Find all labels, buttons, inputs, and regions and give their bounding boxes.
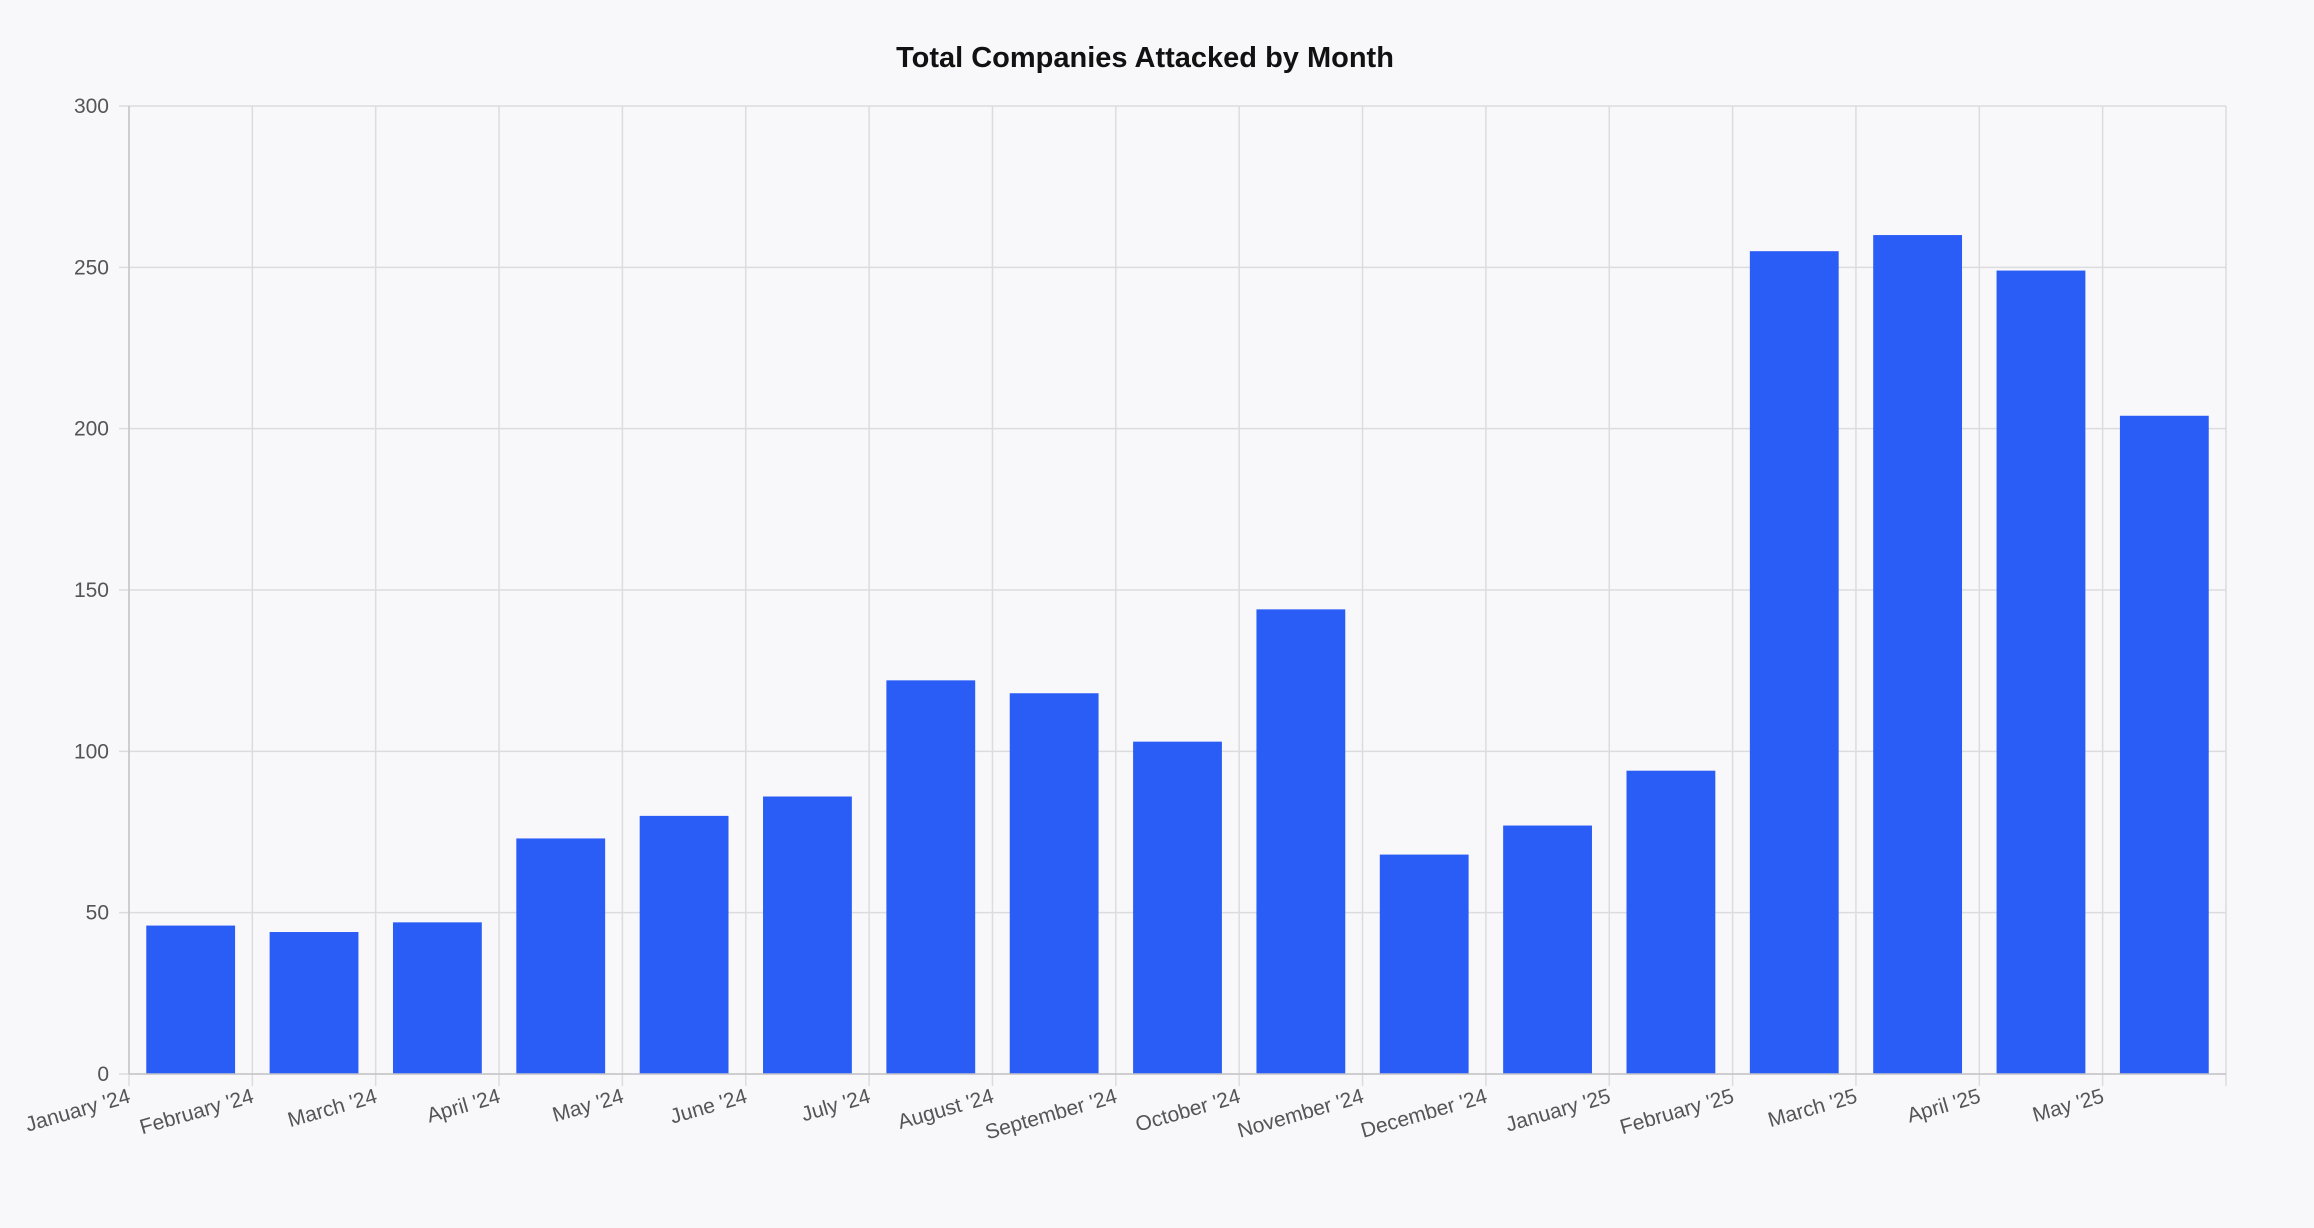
bar [1873,235,1963,1075]
x-tick-label: April '25 [1904,1085,1983,1128]
bar [392,922,482,1074]
x-tick-label: December '24 [1358,1085,1490,1143]
bar [1626,770,1716,1074]
y-tick-label: 200 [74,418,109,441]
chart-title: Total Companies Attacked by Month [896,42,1394,74]
bar [1009,693,1099,1074]
bar [516,838,606,1074]
bar [763,796,852,1074]
bar [1996,270,2086,1074]
bar [886,680,976,1074]
x-tick-label: May '25 [2030,1085,2106,1127]
y-tick-label: 50 [86,902,109,925]
y-tick-label: 250 [74,256,109,279]
x-tick-label: October '24 [1133,1085,1243,1137]
y-tick-label: 100 [74,740,109,763]
x-tick-label: January '24 [23,1085,133,1137]
bar [1133,741,1222,1074]
axes [128,106,2226,1075]
x-tick-label: November '24 [1235,1085,1367,1143]
grid [119,105,2227,1086]
x-tick-label: April '24 [424,1085,503,1128]
y-tick-label: 150 [74,579,109,602]
x-tick-label: January '25 [1503,1085,1613,1137]
bar [1256,609,1346,1074]
x-tick-label: March '25 [1765,1085,1859,1132]
bar [1503,825,1592,1074]
y-tick-label: 300 [74,95,109,118]
x-tick-label: June '24 [668,1085,750,1129]
x-tick-label: March '24 [285,1085,380,1132]
bar [269,932,359,1074]
x-tick-label: August '24 [895,1085,996,1134]
y-tick-label: 0 [97,1063,109,1086]
x-tick-label: July '24 [799,1085,873,1127]
bar [1749,251,1839,1074]
x-tick-label: September '24 [983,1085,1120,1145]
x-tick-label: February '24 [137,1085,256,1140]
bar [146,925,236,1074]
x-tick-label: February '25 [1617,1085,1736,1139]
bar [2119,415,2209,1074]
bar [1379,854,1469,1074]
bars [146,235,2209,1075]
bar [639,815,729,1074]
x-tick-label: May '24 [550,1085,627,1127]
